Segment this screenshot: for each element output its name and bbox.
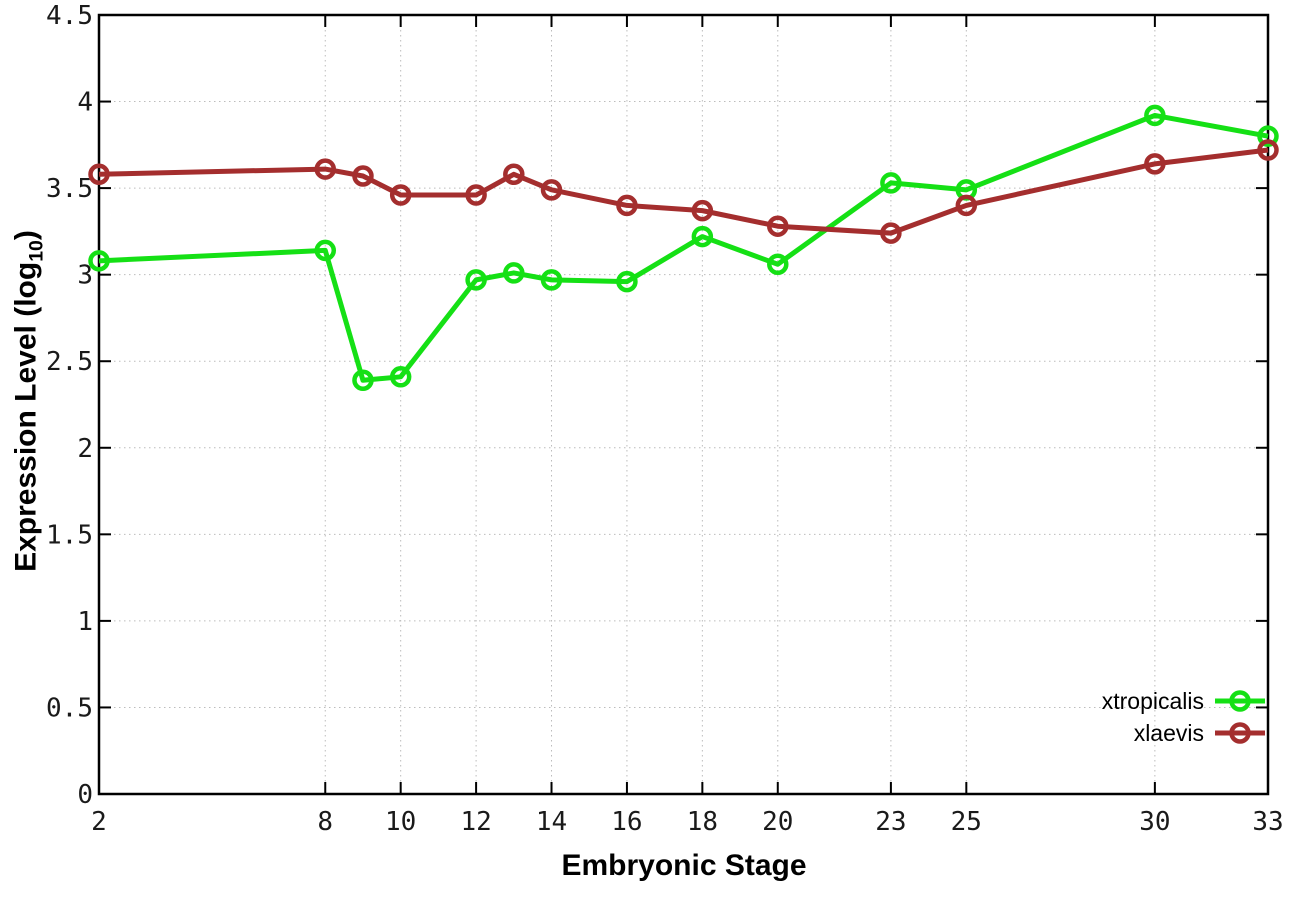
x-axis-title: Embryonic Stage [561, 849, 807, 882]
data-point-xtropicalis [503, 262, 525, 284]
data-point-xtropicalis [540, 269, 563, 291]
y-tick-label: 4 [77, 88, 93, 118]
x-tick-label: 18 [687, 807, 718, 837]
x-tick-label: 14 [536, 807, 567, 837]
data-point-xtropicalis [1144, 104, 1166, 127]
data-point-xlaevis [465, 184, 487, 206]
data-point-xtropicalis [314, 239, 337, 262]
data-point-xlaevis [616, 194, 638, 217]
y-tick-label: 0 [77, 780, 93, 810]
data-point-xlaevis [88, 163, 110, 186]
legend-label-xtropicalis: xtropicalis [1101, 688, 1204, 714]
data-point-xtropicalis [88, 250, 110, 272]
x-tick-label: 16 [611, 807, 642, 837]
y-tick-label: 2.5 [46, 347, 93, 377]
y-axis-title-text: Expression Level (log [9, 261, 43, 572]
y-tick-label: 1.5 [46, 520, 93, 550]
series-line-xlaevis [98, 147, 1269, 236]
plot-border [97, 13, 1270, 796]
data-point-xlaevis [955, 194, 978, 217]
x-tick-label: 12 [460, 807, 491, 837]
data-point-xlaevis [880, 222, 902, 244]
x-tick-label: 20 [762, 807, 793, 837]
data-point-xtropicalis [880, 172, 902, 194]
data-point-xtropicalis [691, 225, 714, 248]
data-point-xtropicalis [465, 269, 487, 291]
y-tick-label: 0.5 [46, 693, 93, 723]
legend-label-xlaevis: xlaevis [1133, 720, 1204, 746]
y-tick-label: 4.5 [46, 1, 93, 31]
x-tick-label: 33 [1252, 807, 1283, 837]
data-point-xlaevis [503, 163, 525, 186]
legend-row-xtropicalis: xtropicalis [1102, 686, 1266, 716]
y-tick-label: 3.5 [46, 174, 93, 204]
data-point-xtropicalis [389, 366, 412, 388]
legend-row-xlaevis: xlaevis [1102, 718, 1266, 748]
x-tick-label: 30 [1139, 807, 1170, 837]
data-point-xlaevis [1257, 139, 1279, 161]
x-tick-label: 8 [317, 807, 333, 837]
data-point-xtropicalis [352, 369, 374, 392]
y-axis-title-suffix: ) [9, 230, 43, 241]
y-tick-label: 1 [77, 607, 93, 637]
x-tick-label: 10 [385, 807, 416, 837]
legend: xtropicalis xlaevis [1102, 686, 1266, 748]
y-tick-label: 2 [77, 434, 93, 464]
legend-sample-line-icon [1215, 722, 1265, 744]
data-point-xlaevis [767, 215, 789, 237]
series-line-xtropicalis [98, 112, 1269, 383]
data-point-xtropicalis [616, 270, 638, 293]
x-tick-label: 25 [951, 807, 982, 837]
data-point-xlaevis [352, 165, 374, 187]
data-point-xlaevis [540, 179, 563, 201]
x-tick-label: 2 [91, 807, 107, 837]
data-point-xlaevis [1144, 153, 1166, 175]
data-point-xlaevis [691, 199, 714, 222]
y-axis-title-subscript: 10 [25, 240, 48, 262]
y-tick-label: 3 [77, 261, 93, 291]
data-point-xtropicalis [767, 253, 789, 276]
data-point-xlaevis [314, 158, 337, 180]
x-tick-label: 23 [875, 807, 906, 837]
y-axis-title: Expression Level (log10) [10, 230, 49, 572]
legend-sample-line-icon [1215, 690, 1265, 712]
data-point-xtropicalis [1257, 125, 1279, 147]
data-point-xlaevis [389, 184, 412, 206]
